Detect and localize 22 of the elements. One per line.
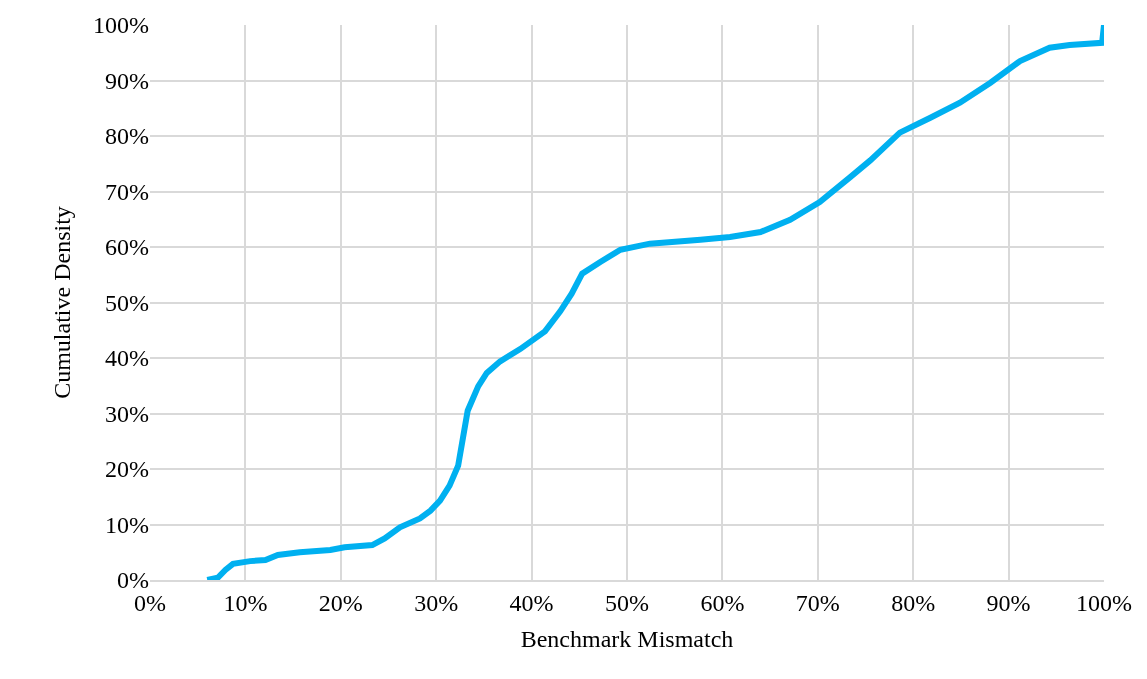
x-tick-label: 70% [795,589,840,616]
y-tick-label: 30% [105,400,149,427]
x-tick-label: 90% [986,589,1031,616]
x-tick-label: 50% [605,589,649,616]
x-tick-label: 20% [318,589,363,616]
y-axis-title: Cumulative Density [49,206,76,399]
y-tick-label: 80% [105,123,149,150]
x-tick-label: 10% [223,589,268,616]
y-tick-label: 100% [93,12,149,39]
x-tick-label: 100% [1076,589,1132,616]
x-tick-label: 80% [891,589,936,616]
y-tick-label: 70% [105,178,149,205]
y-tick-label: 10% [105,511,149,538]
y-tick-label: 20% [105,456,149,483]
y-tick-label: 50% [105,289,149,316]
x-tick-label: 40% [509,589,554,616]
y-tick-label: 60% [105,234,149,261]
y-tick-label: 90% [105,67,149,94]
x-tick-label: 30% [414,589,459,616]
y-tick-label: 40% [105,345,149,372]
x-tick-label: 60% [700,589,745,616]
x-axis-title: Benchmark Mismatch [520,625,734,652]
